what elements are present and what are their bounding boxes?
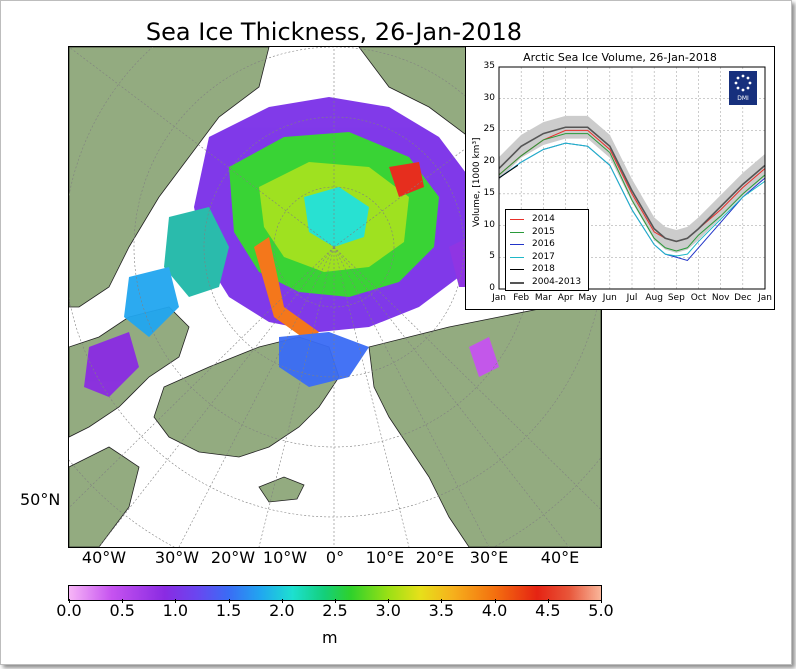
colorbar-tick xyxy=(335,599,336,603)
lon-label: 40°E xyxy=(540,548,580,567)
legend-swatch xyxy=(510,219,524,220)
colorbar-tick-label: 3.5 xyxy=(428,601,455,620)
y-tick-label: 10 xyxy=(483,219,495,230)
legend-swatch xyxy=(510,281,524,284)
lon-label: 30°W xyxy=(154,548,200,567)
x-tick-label: Jun xyxy=(602,293,617,303)
lon-label: 10°E xyxy=(365,548,405,567)
colorbar-tick-label: 0.0 xyxy=(56,601,82,620)
colorbar-tick-label: 2.5 xyxy=(322,601,348,620)
x-tick-label: Dec xyxy=(734,293,752,303)
colorbar-tick-label: 0.5 xyxy=(109,601,135,620)
x-tick-label: Nov xyxy=(711,293,730,303)
colorbar-tick-label: 2.0 xyxy=(269,601,295,620)
colorbar-tick xyxy=(281,599,283,603)
legend-label: 2017 xyxy=(532,251,555,262)
lon-label: 20°W xyxy=(210,548,256,567)
y-axis-label: Volume, [1000 km³] xyxy=(472,137,482,227)
dmi-stars-icon xyxy=(734,74,752,92)
colorbar-unit: m xyxy=(322,628,338,647)
legend-label: 2016 xyxy=(532,239,555,249)
x-tick-label: Mar xyxy=(534,293,552,303)
legend-swatch xyxy=(510,231,524,233)
series-line xyxy=(498,164,519,179)
colorbar-tick-label: 1.5 xyxy=(215,601,242,620)
sea-ice-map xyxy=(68,46,602,548)
colorbar-tick xyxy=(175,599,177,603)
lon-label: 40°W xyxy=(81,548,127,567)
lon-label: 30°E xyxy=(469,548,509,567)
series-line xyxy=(498,133,766,252)
legend-swatch xyxy=(510,269,524,270)
lat-label-50n: 50°N xyxy=(20,490,61,509)
plot-frame xyxy=(498,66,766,290)
series-line xyxy=(498,126,766,243)
chart-title: Arctic Sea Ice Volume, 26-Jan-2018 xyxy=(523,51,717,64)
y-tick-label: 0 xyxy=(489,283,495,293)
dmi-logo: DMI xyxy=(729,71,757,105)
y-tick-label: 5 xyxy=(489,251,495,262)
volume-chart-plot xyxy=(498,66,766,290)
legend-label: 2015 xyxy=(532,226,555,237)
colorbar-tick xyxy=(601,599,602,603)
colorbar-tick-label: 4.5 xyxy=(535,601,561,620)
series-line xyxy=(498,142,766,257)
colorbar-tick-label: 3.0 xyxy=(375,601,401,620)
legend-swatch xyxy=(510,256,524,258)
x-tick-label: Jul xyxy=(626,293,638,303)
legend-label: 2014 xyxy=(532,214,555,224)
colorbar-tick xyxy=(69,599,70,603)
map-title: Sea Ice Thickness, 26-Jan-2018 xyxy=(145,18,523,46)
legend-label: 2018 xyxy=(532,264,555,274)
colorbar-tick-label: 1.0 xyxy=(162,601,189,620)
x-tick-label: Aug xyxy=(645,293,663,303)
dmi-logo-text: DMI xyxy=(737,95,749,102)
y-tick-label: 25 xyxy=(483,124,495,135)
x-tick-label: Oct xyxy=(690,293,707,303)
x-tick-label: Jan xyxy=(758,293,772,303)
chart-legend: 2014 2015 2016 2017 2018 2004-2013 xyxy=(505,209,589,291)
lon-label: 0° xyxy=(325,548,345,567)
colorbar-tick xyxy=(494,599,496,603)
colorbar-tick-label: 4.0 xyxy=(481,601,508,620)
volume-chart-inset: Arctic Sea Ice Volume, 26-Jan-2018 Volum… xyxy=(465,46,775,310)
colorbar-tick xyxy=(228,599,230,603)
series-band xyxy=(499,115,765,253)
colorbar-tick-label: 5.0 xyxy=(588,601,614,620)
x-tick-label: Apr xyxy=(557,293,574,303)
legend-swatch xyxy=(510,244,524,245)
y-tick-label: 20 xyxy=(483,156,495,167)
y-tick-label: 30 xyxy=(483,92,495,103)
lon-label: 20°E xyxy=(415,548,455,567)
x-tick-label: Sep xyxy=(667,293,685,303)
legend-label: 2004-2013 xyxy=(532,276,582,287)
y-tick-label: 15 xyxy=(483,187,495,198)
colorbar-tick xyxy=(122,599,124,603)
y-tick-label: 35 xyxy=(483,61,495,71)
colorbar-tick xyxy=(547,599,549,603)
series-line xyxy=(498,129,766,242)
x-tick-label: Feb xyxy=(513,293,530,303)
x-tick-label: May xyxy=(578,293,597,303)
colorbar-tick xyxy=(388,599,390,603)
colorbar-tick xyxy=(441,599,443,603)
x-tick-label: Jan xyxy=(492,293,506,303)
lon-label: 10°W xyxy=(262,548,308,567)
